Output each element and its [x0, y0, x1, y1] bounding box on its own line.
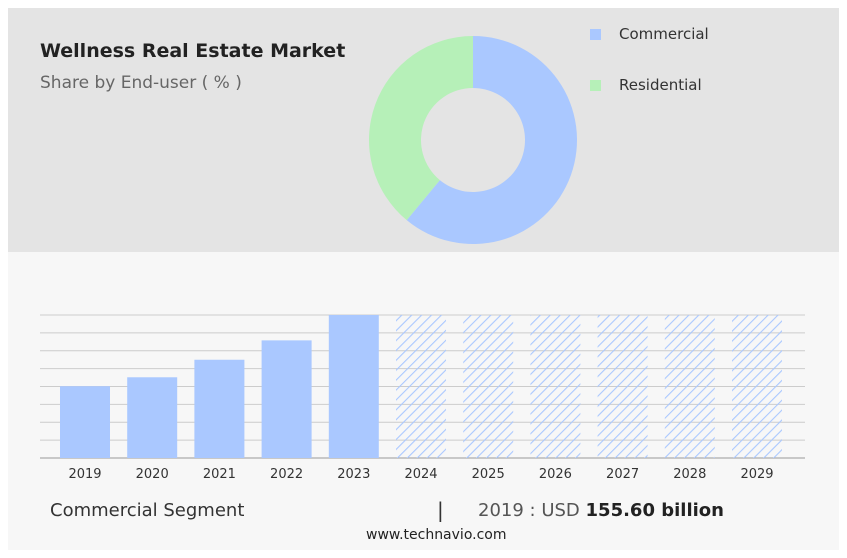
- x-tick-label: 2029: [740, 467, 773, 482]
- chart-title: Wellness Real Estate Market: [40, 40, 346, 62]
- bar-2028: [664, 315, 715, 458]
- x-tick-label: 2022: [270, 467, 303, 482]
- bar-2020: [127, 377, 178, 458]
- segment-value-amount: 155.60 billion: [585, 500, 724, 521]
- legend-item-commercial: Commercial: [590, 24, 790, 44]
- donut-slice-commercial: [406, 36, 577, 244]
- footer-separator: |: [437, 498, 444, 522]
- x-tick-label: 2026: [539, 467, 572, 482]
- legend-label-commercial: Commercial: [619, 25, 709, 43]
- bar-2029: [732, 315, 782, 458]
- legend-item-residential: Residential: [590, 75, 790, 95]
- x-tick-label: 2025: [472, 467, 505, 482]
- x-tick-label: 2027: [606, 467, 639, 482]
- legend-swatch-commercial: [590, 28, 601, 40]
- bar-2021: [194, 359, 245, 458]
- bar-2026: [530, 315, 581, 458]
- x-tick-label: 2021: [203, 467, 236, 482]
- x-tick-label: 2019: [68, 467, 101, 482]
- x-tick-label: 2023: [337, 467, 370, 482]
- x-tick-label: 2020: [136, 467, 169, 482]
- chart-subtitle: Share by End-user ( % ): [40, 73, 242, 93]
- x-tick-label: 2028: [673, 467, 706, 482]
- bar-2022: [261, 340, 312, 458]
- donut-slice-residential: [369, 36, 473, 221]
- bar-2025: [463, 315, 514, 458]
- bar-chart: 2019 2020 2021 2022 2023 2024 2025 2026 2027 2028…: [40, 314, 805, 482]
- segment-value: 2019 : USD 155.60 billion: [478, 500, 724, 521]
- bar-2027: [597, 315, 648, 458]
- segment-value-prefix: 2019 : USD: [478, 500, 580, 521]
- x-tick-label: 2024: [404, 467, 437, 482]
- segment-label: Commercial Segment: [50, 500, 245, 521]
- legend-swatch-residential: [590, 79, 601, 91]
- bar-2024: [396, 315, 446, 458]
- source-link[interactable]: www.technavio.com: [366, 527, 507, 543]
- donut-chart: [369, 36, 577, 244]
- bar-2019: [60, 386, 110, 458]
- bar-2023: [328, 315, 379, 458]
- legend-label-residential: Residential: [619, 76, 702, 94]
